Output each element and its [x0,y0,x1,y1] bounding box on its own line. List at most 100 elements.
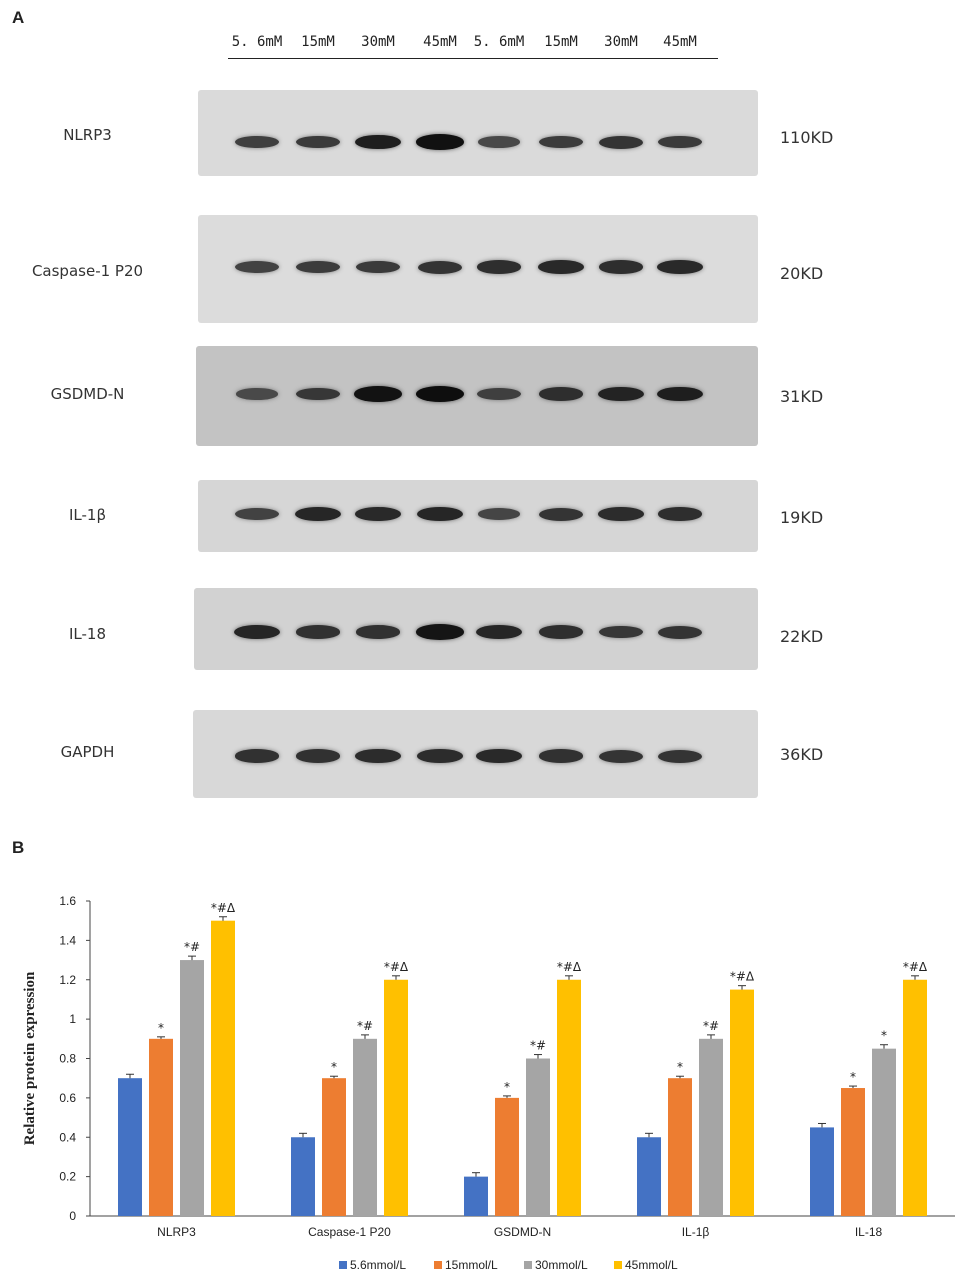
significance-annotation: *#Δ [384,960,409,974]
x-category-label: IL-18 [855,1225,883,1239]
y-tick-label: 1.2 [59,973,76,987]
blot-membrane [198,90,758,176]
blot-membrane [198,480,758,552]
blot-band [598,260,644,274]
blot-band [657,625,703,639]
bar [291,1137,315,1216]
protein-label: GAPDH [60,743,115,761]
significance-annotation: * [331,1060,337,1074]
lane-header-rule [228,58,718,59]
blot-band [417,507,463,521]
bar [211,920,235,1216]
blot-band [295,507,341,521]
significance-annotation: *# [530,1039,546,1053]
bar-chart: 0 0.2 0.4 0.6 0.8 1 1.2 1.4 1.6 Relative protein … [22,894,955,1272]
significance-annotation: * [158,1021,164,1035]
blot-band [235,135,279,149]
blot-band [538,507,584,521]
blot-band [476,749,522,763]
blot-band [295,387,341,401]
blot-band [656,386,704,402]
significance-annotation: *# [357,1019,373,1033]
blot-band [295,749,341,763]
y-tick-label: 1.4 [59,933,76,947]
blot-band [416,386,464,402]
blot-band [598,749,644,763]
bar [841,1088,865,1216]
blot-band [234,625,280,639]
bar [384,979,408,1216]
blot-band [235,388,279,400]
y-tick-label: 0.4 [59,1130,76,1144]
blot-band [477,387,521,401]
blot-band [234,749,280,763]
blot-band [354,134,402,150]
y-tick-label: 1 [69,1012,76,1026]
legend-swatch [524,1261,532,1269]
panel-a-letter: A [12,8,25,27]
legend-swatch [339,1261,347,1269]
significance-annotation: * [881,1029,887,1043]
blot-band [598,625,644,639]
y-tick-label: 0.8 [59,1052,76,1066]
blot-band [416,134,464,150]
protein-label: Caspase-1 P20 [31,262,144,280]
protein-label: NLRP3 [63,126,112,144]
lane-label: 30mM [604,34,638,50]
x-category-label: Caspase-1 P20 [308,1225,391,1239]
lane-label: 5. 6mM [231,34,283,50]
bar [464,1176,488,1216]
x-category-label: GSDMD-N [494,1225,551,1239]
blot-membrane [193,710,758,798]
blot-band [538,749,584,763]
bar [118,1078,142,1216]
legend-label: 45mmol/L [625,1258,678,1272]
protein-label: GSDMD-N [50,385,125,403]
blot-membrane [198,215,758,323]
blot-band [598,386,644,402]
blot-band [416,624,464,640]
blot-band [355,507,401,521]
blot-band [477,136,521,148]
protein-label: IL-1β [68,506,107,524]
bar [903,979,927,1216]
blot-band [657,260,703,274]
bar [149,1038,173,1216]
bar [180,960,204,1216]
legend-swatch [434,1261,442,1269]
significance-annotation: *#Δ [557,960,582,974]
blot-band [355,749,401,763]
blot-band [295,625,341,639]
lane-label: 15mM [544,34,578,50]
y-axis-title: Relative protein expression [22,971,38,1145]
significance-annotation: *#Δ [903,960,928,974]
bar [810,1127,834,1216]
molecular-weight-label: 22KD [780,627,824,646]
legend-label: 5.6mmol/L [350,1258,406,1272]
lane-header: 5. 6mM 15mM 30mM 45mM 5. 6mM 15mM 30mM 45mM [228,34,718,60]
y-tick-label: 0.2 [59,1170,76,1184]
lane-label: 45mM [423,34,457,50]
bar [557,979,581,1216]
bar [668,1078,692,1216]
bar [699,1038,723,1216]
significance-annotation: *#Δ [211,901,236,915]
blot-band [477,508,521,520]
blot-band [356,260,400,274]
molecular-weight-label: 19KD [780,508,824,527]
significance-annotation: *#Δ [730,970,755,984]
significance-annotation: *# [703,1019,719,1033]
bar [353,1038,377,1216]
blot-band [538,625,584,639]
x-category-label: IL-1β [682,1225,710,1239]
blot-band [296,135,340,149]
lane-label: 30mM [361,34,395,50]
blot-band [598,135,644,149]
blot-band [354,386,402,402]
blot-band [235,508,279,520]
y-tick-label: 0 [69,1209,76,1223]
molecular-weight-label: 31KD [780,387,824,406]
significance-annotation: * [850,1070,856,1084]
blot-band [296,260,340,274]
blot-band [598,507,644,521]
